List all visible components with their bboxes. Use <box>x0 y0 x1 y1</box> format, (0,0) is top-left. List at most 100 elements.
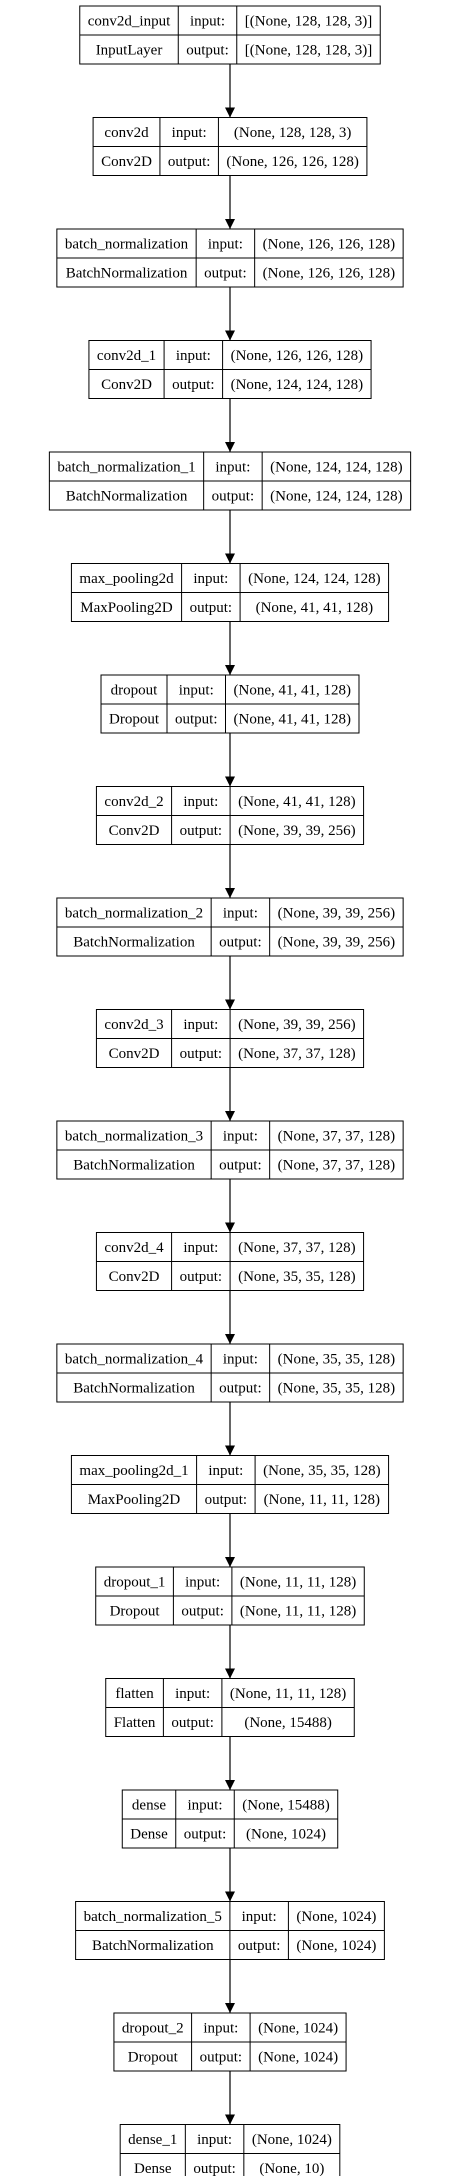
layer-node: dropout_2 Dropout input: output: (None, 1024… <box>113 2012 347 2072</box>
output-label: output: <box>238 1938 281 1954</box>
layer-type: Conv2D <box>109 1269 160 1285</box>
input-label: input: <box>183 794 218 810</box>
input-label: input: <box>197 2132 232 2148</box>
input-shape: (None, 1024) <box>252 2132 332 2148</box>
layer-name: batch_normalization_2 <box>65 906 203 922</box>
output-shape: (None, 124, 124, 128) <box>270 489 402 505</box>
layer-name: dense_1 <box>128 2132 177 2148</box>
layer-name: batch_normalization_5 <box>84 1909 222 1925</box>
input-shape: (None, 39, 39, 256) <box>238 1017 355 1033</box>
output-shape: (None, 39, 39, 256) <box>278 935 395 951</box>
layer-type: Conv2D <box>101 154 152 170</box>
layer-node: max_pooling2d_1 MaxPooling2D input: output:… <box>70 1455 390 1514</box>
layer-node: dense_1 Dense input: output: (None, 1024) (No… <box>119 2124 341 2176</box>
layer-type: InputLayer <box>96 43 163 59</box>
output-label: output: <box>219 1381 262 1397</box>
layer-name: conv2d_3 <box>104 1017 163 1033</box>
layer-name: max_pooling2d_1 <box>79 1463 188 1479</box>
output-shape: (None, 11, 11, 128) <box>264 1492 380 1508</box>
layer-name: conv2d_4 <box>104 1240 164 1256</box>
output-shape: (None, 126, 126, 128) <box>226 154 358 170</box>
output-label: output: <box>180 823 223 839</box>
input-label: input: <box>193 571 228 587</box>
input-label: input: <box>242 1909 277 1925</box>
layer-node: conv2d_3 Conv2D input: output: (None, 39, 39… <box>95 1009 365 1068</box>
layer-type: BatchNormalization <box>73 1158 195 1174</box>
layer-node: batch_normalization BatchNormalization inp… <box>56 228 404 288</box>
output-label: output: <box>181 1604 224 1620</box>
input-label: input: <box>172 125 207 141</box>
layer-type: BatchNormalization <box>73 1381 195 1397</box>
output-shape: (None, 10) <box>259 2161 324 2176</box>
layer-type: BatchNormalization <box>92 1938 214 1954</box>
output-shape: (None, 41, 41, 128) <box>234 712 351 728</box>
output-label: output: <box>175 712 218 728</box>
output-label: output: <box>172 377 215 393</box>
input-label: input: <box>176 348 211 364</box>
layer-node: dense Dense input: output: (None, 15488) (Non… <box>121 1789 339 1849</box>
output-shape: (None, 1024) <box>258 2050 338 2066</box>
output-label: output: <box>184 1827 227 1843</box>
layer-node: flatten Flatten input: output: (None, 11, 11… <box>105 1678 355 1737</box>
output-shape: (None, 124, 124, 128) <box>231 377 363 393</box>
output-shape: (None, 1024) <box>246 1827 326 1843</box>
output-shape: (None, 126, 126, 128) <box>263 266 395 282</box>
input-label: input: <box>208 237 243 253</box>
output-label: output: <box>180 1269 223 1285</box>
input-label: input: <box>183 1240 218 1256</box>
layer-name: conv2d_input <box>88 14 171 30</box>
output-shape: (None, 35, 35, 128) <box>238 1269 355 1285</box>
input-shape: (None, 35, 35, 128) <box>263 1463 380 1479</box>
output-label: output: <box>180 1046 223 1062</box>
input-shape: (None, 11, 11, 128) <box>230 1686 346 1702</box>
input-shape: (None, 41, 41, 128) <box>238 794 355 810</box>
output-shape: (None, 37, 37, 128) <box>238 1046 355 1062</box>
layer-name: max_pooling2d <box>79 571 174 587</box>
input-shape: (None, 37, 37, 128) <box>278 1129 395 1145</box>
input-label: input: <box>185 1575 220 1591</box>
input-shape: (None, 11, 11, 128) <box>240 1575 356 1591</box>
input-shape: (None, 37, 37, 128) <box>238 1240 355 1256</box>
layer-type: MaxPooling2D <box>80 600 173 616</box>
input-shape: (None, 126, 126, 128) <box>231 348 363 364</box>
layer-type: Conv2D <box>109 1046 160 1062</box>
output-shape: (None, 1024) <box>296 1938 376 1954</box>
output-label: output: <box>219 935 262 951</box>
layer-node: dropout Dropout input: output: (None, 41, 41… <box>100 674 360 734</box>
layer-node: batch_normalization_2 BatchNormalization i… <box>56 897 404 957</box>
input-label: input: <box>215 460 250 476</box>
output-label: output: <box>186 43 229 59</box>
layer-name: batch_normalization_3 <box>65 1129 203 1145</box>
input-shape: (None, 41, 41, 128) <box>234 683 351 699</box>
output-shape: (None, 41, 41, 128) <box>256 600 373 616</box>
layer-type: Dense <box>134 2161 172 2176</box>
layer-type: Dropout <box>110 1604 161 1620</box>
layer-node: conv2d_1 Conv2D input: output: (None, 126, 1… <box>88 340 372 399</box>
layer-name: flatten <box>115 1686 154 1702</box>
input-shape: (None, 126, 126, 128) <box>263 237 395 253</box>
output-label: output: <box>168 154 211 170</box>
layer-type: Dense <box>130 1827 168 1843</box>
output-shape: (None, 15488) <box>244 1715 331 1731</box>
layer-name: batch_normalization_1 <box>57 460 195 476</box>
input-shape: (None, 124, 124, 128) <box>248 571 380 587</box>
layer-node: max_pooling2d MaxPooling2D input: output: (N… <box>70 563 390 622</box>
layer-type: Conv2D <box>109 823 160 839</box>
layer-name: conv2d <box>104 125 149 141</box>
output-label: output: <box>205 1492 248 1508</box>
output-shape: (None, 37, 37, 128) <box>278 1158 395 1174</box>
layer-name: batch_normalization_4 <box>65 1352 204 1368</box>
layer-name: conv2d_2 <box>104 794 163 810</box>
layer-type: Dropout <box>109 712 160 728</box>
layer-name: dense <box>132 1798 166 1814</box>
input-shape: (None, 1024) <box>296 1909 376 1925</box>
input-label: input: <box>223 906 258 922</box>
input-label: input: <box>190 14 225 30</box>
input-shape: (None, 35, 35, 128) <box>278 1352 395 1368</box>
input-shape: (None, 128, 128, 3) <box>234 125 351 141</box>
layer-type: BatchNormalization <box>66 266 188 282</box>
layer-type: BatchNormalization <box>73 935 195 951</box>
layer-node: conv2d_4 Conv2D input: output: (None, 37, 37… <box>95 1232 365 1291</box>
